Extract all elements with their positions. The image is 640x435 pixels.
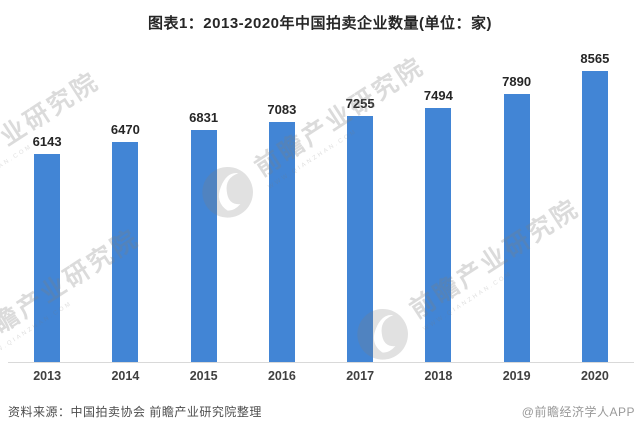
plot-area: 6143 6470 6831 7083 7255 7494 7890 8565: [8, 40, 634, 363]
bars-row: 6143 6470 6831 7083 7255 7494 7890 8565: [8, 40, 634, 363]
bar-group-2018: 7494: [399, 88, 477, 363]
x-tick-label-2018: 2018: [424, 369, 453, 383]
bar-2019: [503, 94, 530, 363]
source-note: 资料来源：中国拍卖协会 前瞻产业研究院整理: [8, 405, 262, 419]
bar-group-2017: 7255: [321, 96, 399, 363]
bar-value-label: 7890: [502, 74, 532, 89]
bar-2015: [190, 130, 217, 363]
bar-group-2019: 7890: [478, 74, 556, 363]
chart-title: 图表1：2013-2020年中国拍卖企业数量(单位：家): [147, 15, 493, 32]
x-tick-label-2013: 2013: [33, 369, 62, 383]
x-tick-label-2020: 2020: [580, 369, 609, 383]
bar-2018: [425, 108, 452, 363]
x-axis-labels: 2013 2014 2015 2016 2017 2018 2019 2020: [8, 369, 634, 383]
bar-2017: [347, 116, 374, 363]
footer: 资料来源：中国拍卖协会 前瞻产业研究院整理 @前瞻经济学人APP: [8, 403, 635, 420]
bar-2016: [268, 122, 295, 363]
bar-value-label: 7255: [345, 96, 375, 111]
bar-2020: [581, 71, 608, 363]
x-tick-label-2019: 2019: [502, 369, 531, 383]
bar-2013: [34, 154, 61, 363]
bar-value-label: 6143: [32, 134, 62, 149]
x-tick-label-2015: 2015: [189, 369, 218, 383]
x-tick-label-2014: 2014: [111, 369, 140, 383]
bar-group-2020: 8565: [556, 51, 634, 363]
app-credit: @前瞻经济学人APP: [521, 405, 635, 419]
bar-value-label: 7494: [423, 88, 453, 103]
bar-group-2016: 7083: [243, 102, 321, 363]
bar-group-2014: 6470: [86, 122, 164, 363]
bar-value-label: 8565: [580, 51, 610, 66]
x-tick-label-2016: 2016: [267, 369, 296, 383]
bar-value-label: 7083: [267, 102, 297, 117]
bar-value-label: 6831: [189, 110, 219, 125]
bar-2014: [112, 142, 139, 363]
x-tick-label-2017: 2017: [346, 369, 375, 383]
x-axis-line: [8, 362, 634, 363]
bar-value-label: 6470: [110, 122, 140, 137]
bar-group-2013: 6143: [8, 134, 86, 363]
bar-group-2015: 6831: [165, 110, 243, 363]
